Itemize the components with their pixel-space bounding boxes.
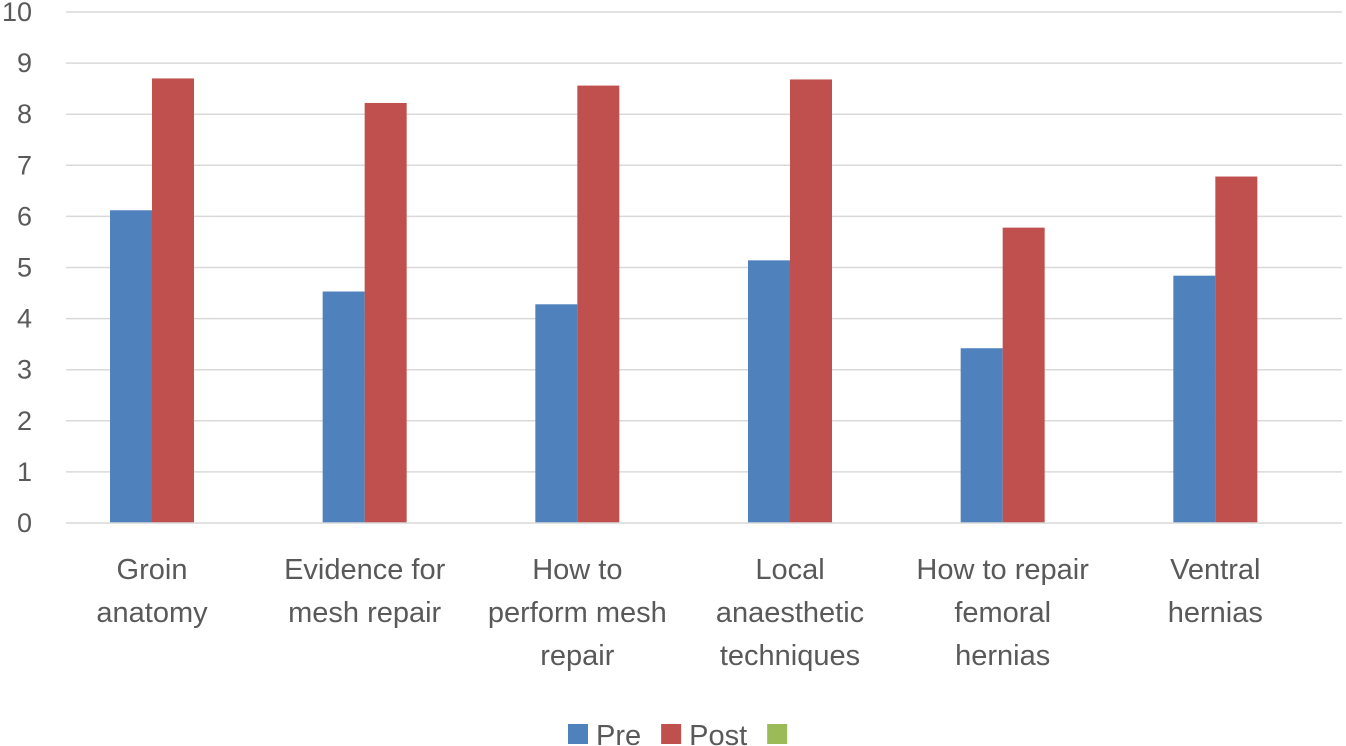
y-tick-label: 0 — [17, 508, 32, 538]
y-tick-label: 8 — [17, 99, 32, 129]
y-tick-label: 4 — [17, 304, 32, 334]
bar-post-2 — [364, 102, 407, 523]
gridlines — [66, 11, 1342, 473]
legend-swatch-pre — [568, 724, 588, 744]
bar-pre-2 — [322, 291, 365, 523]
x-category-label: How to repair femoral hernias — [916, 554, 1089, 672]
y-tick-label: 3 — [17, 355, 32, 385]
x-category-label: Local anaesthetic techniques — [716, 554, 864, 672]
legend-swatch-series-3 — [767, 724, 788, 744]
bar-post-1 — [152, 78, 194, 524]
x-category-label: Ventral hernias — [1168, 554, 1263, 629]
bar-pre-3 — [535, 304, 578, 523]
legend-swatch-post — [661, 724, 682, 744]
y-tick-label: 9 — [17, 48, 32, 78]
bar-pre-4 — [748, 260, 790, 523]
x-axis-category-labels: Groin anatomy Evidence for mesh repair How t… — [96, 554, 1263, 672]
y-tick-label: 7 — [17, 150, 32, 180]
bar-pre-5 — [960, 348, 1003, 523]
y-axis-tick-labels: 0 1 2 3 4 5 6 7 8 9 10 — [2, 0, 32, 538]
x-category-label: How to perform mesh repair — [488, 554, 667, 672]
bars — [110, 78, 1258, 524]
bar-pre-6 — [1173, 275, 1216, 523]
y-tick-label: 10 — [2, 0, 32, 27]
x-category-label: Evidence for mesh repair — [284, 554, 446, 629]
y-tick-label: 6 — [17, 201, 32, 231]
x-category-label: Groin anatomy — [96, 554, 208, 629]
legend: Pre Post — [568, 720, 788, 746]
y-tick-label: 2 — [17, 406, 32, 436]
bar-post-6 — [1215, 176, 1258, 524]
bar-post-3 — [577, 85, 620, 524]
legend-label-post: Post — [689, 720, 747, 746]
bar-post-5 — [1002, 227, 1045, 523]
y-tick-label: 5 — [17, 253, 32, 283]
bar-post-4 — [790, 79, 832, 524]
legend-label-pre: Pre — [596, 720, 641, 746]
y-tick-label: 1 — [17, 457, 32, 487]
bar-pre-1 — [110, 210, 152, 523]
